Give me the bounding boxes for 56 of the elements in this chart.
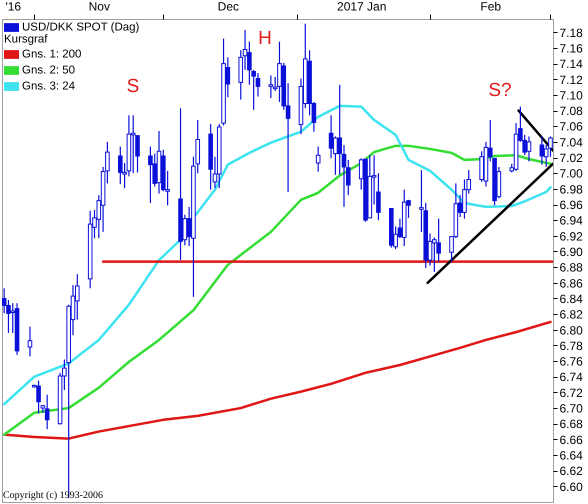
y-tick-label: 6.74 — [560, 370, 584, 384]
y-tick-label: 6.96 — [560, 198, 584, 212]
y-tick-label: 6.80 — [560, 323, 584, 338]
y-tick-label: 7.00 — [560, 166, 584, 181]
candlestick — [118, 146, 123, 185]
y-tick-label: 6.60 — [560, 480, 584, 494]
y-tick-label: 6.86 — [560, 276, 584, 290]
x-tick-label: '16 — [5, 0, 22, 14]
y-tick-label: 6.64 — [560, 448, 584, 463]
x-tick-label: Feb — [480, 0, 502, 14]
y-tick-label: 7.16 — [560, 41, 584, 56]
x-tick-label: 2017 Jan — [337, 0, 386, 14]
y-tick-label: 6.84 — [560, 292, 584, 306]
y-tick-label: 6.82 — [560, 308, 584, 322]
y-tick-label: 7.10 — [560, 88, 584, 102]
line-series — [2, 104, 552, 406]
y-tick-label: 6.68 — [560, 417, 584, 432]
y-tick-label: 7.12 — [560, 72, 584, 87]
y-tick-label: 7.14 — [560, 57, 584, 72]
candlestick — [268, 74, 274, 99]
y-tick-label: 6.78 — [560, 338, 584, 353]
candlestick — [148, 146, 153, 204]
legend-label: Gns. 1: 200 — [22, 48, 82, 60]
candlestick — [130, 114, 136, 174]
y-tick-label: 6.72 — [560, 386, 584, 400]
y-tick-label: 6.76 — [560, 354, 584, 369]
y-tick-label: 6.66 — [560, 432, 584, 447]
candlestick — [526, 136, 532, 162]
x-tick-label: Nov — [88, 0, 110, 14]
candlestick — [36, 380, 41, 414]
y-tick-label: 6.62 — [560, 464, 584, 478]
y-tick-label: 6.88 — [560, 260, 584, 275]
candlestick — [540, 136, 544, 166]
y-tick-label: 6.94 — [560, 214, 584, 228]
y-tick-label: 6.98 — [560, 182, 584, 196]
x-tick-label: Dec — [218, 0, 240, 14]
candlestick — [28, 326, 32, 357]
y-tick-label: 6.70 — [560, 402, 584, 416]
legend-label: Gns. 2: 50 — [22, 64, 76, 76]
legend-title: Kursgraf — [4, 34, 48, 46]
line-series — [2, 320, 552, 440]
annotation: S? — [488, 80, 512, 101]
y-tick-label: 7.06 — [560, 120, 584, 134]
annotation: H — [258, 28, 272, 49]
line-series — [2, 144, 552, 436]
y-tick-label: 6.90 — [560, 245, 584, 259]
y-tick-label: 7.02 — [560, 151, 584, 166]
candlestick — [44, 394, 50, 430]
legend-label: USD/DKK SPOT (Dag) — [22, 22, 140, 34]
y-tick-label: 7.18 — [560, 26, 584, 40]
y-tick-label: 6.92 — [560, 229, 584, 244]
y-tick-label: 7.04 — [560, 135, 584, 150]
legend-label: Gns. 3: 24 — [22, 80, 76, 92]
annotation: S — [126, 76, 140, 97]
candlestick — [316, 146, 320, 172]
y-tick-label: 7.08 — [560, 104, 584, 118]
